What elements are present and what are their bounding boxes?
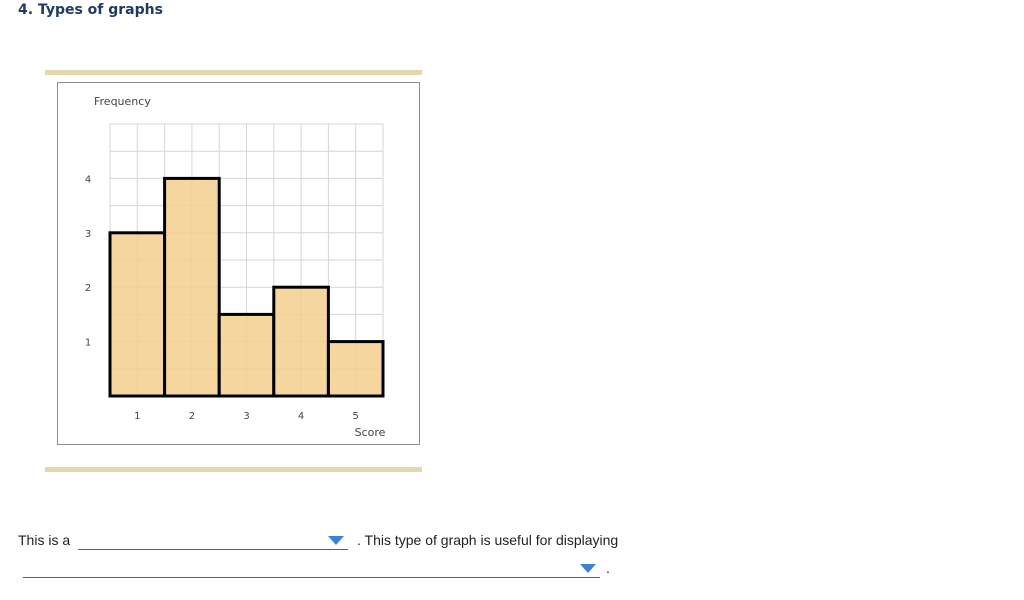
- histogram-bar-1: [108, 231, 167, 398]
- top-divider: [45, 70, 422, 75]
- x-tick-label: 4: [298, 411, 304, 422]
- sentence-middle: . This type of graph is useful for displ…: [357, 532, 619, 548]
- histogram-bar-2: [163, 176, 221, 398]
- usage-dropdown[interactable]: [23, 558, 600, 578]
- sentence-suffix: .: [606, 560, 610, 576]
- y-tick-label: 1: [85, 338, 91, 349]
- bottom-divider: [45, 467, 422, 472]
- x-axis-label: Score: [355, 426, 386, 439]
- x-tick-label: 2: [189, 411, 195, 422]
- histogram-bar-4: [272, 285, 330, 398]
- x-tick-label: 3: [243, 411, 249, 422]
- sentence-prefix: This is a: [18, 532, 71, 548]
- chevron-down-icon[interactable]: [328, 536, 344, 545]
- y-tick-label: 2: [85, 283, 91, 294]
- histogram-bar-3: [217, 312, 276, 398]
- chart-bars: [108, 176, 385, 398]
- histogram-svg: 1 2 3 4 5 1 2 3 4 Frequency Score: [85, 95, 386, 439]
- y-axis-label: Frequency: [94, 95, 151, 108]
- graph-type-dropdown[interactable]: [78, 530, 348, 550]
- y-tick-label: 4: [85, 174, 91, 185]
- x-tick-label: 5: [353, 411, 359, 422]
- histogram-bar-5: [326, 340, 385, 398]
- chevron-down-icon[interactable]: [580, 564, 596, 573]
- x-tick-label: 1: [134, 411, 140, 422]
- histogram-chart: 1 2 3 4 5 1 2 3 4 Frequency Score: [57, 82, 420, 445]
- chart-ticks: 1 2 3 4 5 1 2 3 4: [85, 174, 359, 422]
- question-title: 4. Types of graphs: [18, 2, 163, 18]
- y-tick-label: 3: [85, 229, 91, 240]
